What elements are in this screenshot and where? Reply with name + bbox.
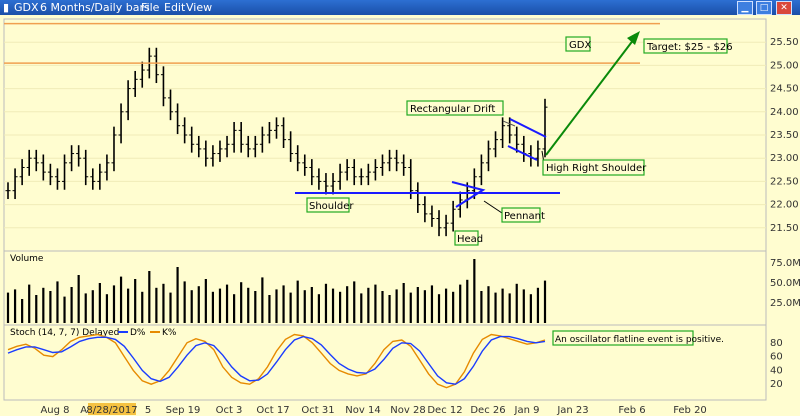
close-button[interactable]: ✕ — [776, 1, 792, 15]
volume-tick-label: 50.0M — [770, 278, 800, 289]
volume-tick-label: 75.0M — [770, 258, 800, 269]
chart-canvas: 21.50 22.00 22.50 23.00 23.50 24.00 24.50 25.00… — [3, 18, 800, 416]
x-tick-label: Oct 31 — [301, 405, 334, 416]
x-tick-label: Sep 19 — [166, 405, 201, 416]
volume-tick-label: 25.0M — [770, 298, 800, 309]
svg-text:Target: $25 - $26: Target: $25 - $26 — [646, 42, 733, 53]
price-tick-label: 23.00 — [770, 153, 799, 164]
minimize-button[interactable]: ▁ — [737, 1, 753, 15]
pennant-label: Pennant — [501, 207, 545, 223]
d-legend-label: D% — [130, 328, 146, 338]
x-tick-label: Jan 9 — [514, 405, 540, 416]
x-tick-label: Nov 28 — [390, 405, 425, 416]
volume-title: Volume — [10, 254, 44, 264]
stoch-tick-label: 80 — [770, 338, 783, 349]
price-tick-label: 25.00 — [770, 60, 799, 71]
shoulder-label: Shoulder — [306, 197, 354, 213]
x-tick-label: Nov 14 — [345, 405, 380, 416]
price-tick-label: 25.50 — [770, 37, 799, 48]
maximize-button[interactable]: □ — [756, 1, 772, 15]
target-label: Target: $25 - $26 — [643, 38, 733, 54]
volume-axis: 75.0M 50.0M 25.0M — [770, 258, 800, 309]
pennant-pointer — [483, 200, 503, 214]
stoch-tick-label: 60 — [770, 352, 783, 363]
stoch-lines — [7, 333, 546, 389]
svg-text:Rectangular Drift: Rectangular Drift — [410, 104, 495, 115]
rect-drift-label: Rectangular Drift — [406, 100, 504, 116]
target-arrow-line — [545, 38, 635, 156]
stoch-tick-label: 20 — [770, 379, 783, 390]
window-icon: ▮ — [3, 1, 10, 14]
x-tick-label: Jan 23 — [556, 405, 588, 416]
menu-file[interactable]: File — [141, 1, 160, 14]
menu-edit[interactable]: Edit — [164, 1, 186, 14]
x-tick-label: 8/28/2017 — [86, 405, 137, 416]
svg-text:Head: Head — [457, 234, 483, 245]
volume-panel — [3, 250, 767, 326]
svg-text:Pennant: Pennant — [504, 211, 545, 222]
price-grid — [4, 41, 766, 229]
title-bar: ▮ GDX 6 Months/Daily bars File Edit View… — [0, 0, 800, 15]
x-tick-label: Feb 6 — [618, 405, 645, 416]
svg-text:High Right Shoulder: High Right Shoulder — [546, 163, 647, 174]
price-axis: 21.50 22.00 22.50 23.00 23.50 24.00 24.50 25.00… — [770, 37, 799, 234]
stoch-title: Stoch — [10, 328, 35, 338]
target-arrow-head — [627, 31, 640, 45]
stoch-tick-label: 40 — [770, 365, 783, 376]
overlays — [4, 22, 660, 214]
price-tick-label: 24.00 — [770, 107, 799, 118]
menu-view[interactable]: View — [186, 1, 213, 14]
stoch-panel — [3, 324, 767, 401]
price-tick-label: 24.50 — [770, 84, 799, 95]
pennant-shape — [451, 181, 486, 208]
x-tick-label: Feb 20 — [673, 405, 707, 416]
x-tick-label: 5 — [145, 405, 151, 416]
head-label: Head — [454, 230, 483, 246]
volume-bars — [6, 259, 547, 323]
price-tick-label: 21.50 — [770, 223, 799, 234]
drift-upper-line — [509, 118, 547, 138]
high-right-shoulder-label: High Right Shoulder — [542, 159, 647, 176]
price-tick-label: 22.00 — [770, 200, 799, 211]
stoch-params: (14, 7, 7) Delayed — [38, 328, 119, 338]
drift-pointer — [502, 120, 516, 127]
x-tick-label: Aug 8 — [40, 405, 69, 416]
gdx-label: GDX — [565, 36, 591, 52]
period-dropdown[interactable]: 6 Months/Daily bars — [40, 1, 150, 14]
price-tick-label: 23.50 — [770, 130, 799, 141]
svg-text:An oscillator flatline event i: An oscillator flatline event is positive… — [555, 335, 724, 345]
k-legend-label: K% — [162, 328, 177, 338]
x-tick-label: Dec 12 — [427, 405, 462, 416]
x-tick-label: Oct 3 — [216, 405, 243, 416]
drift-lower-line — [507, 145, 538, 161]
stoch-d-line — [7, 335, 546, 385]
x-tick-label: Dec 26 — [470, 405, 505, 416]
svg-text:Shoulder: Shoulder — [309, 201, 354, 212]
price-tick-label: 22.50 — [770, 176, 799, 187]
oscillator-label: An oscillator flatline event is positive… — [552, 330, 724, 346]
x-tick-label: Oct 17 — [256, 405, 289, 416]
symbol-label[interactable]: GDX — [14, 1, 39, 14]
price-bars — [5, 47, 548, 237]
svg-text:GDX: GDX — [569, 40, 591, 51]
stoch-axis: 80 60 40 20 — [770, 338, 783, 390]
highlighted-date-bg — [88, 403, 136, 415]
